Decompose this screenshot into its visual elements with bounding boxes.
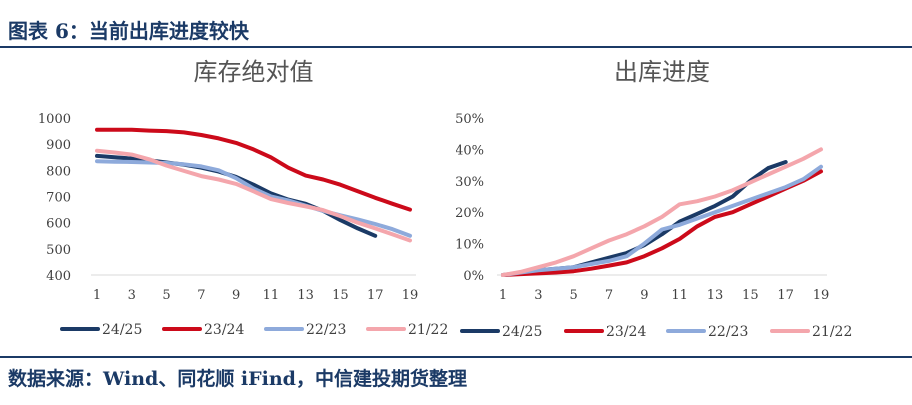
y-tick-label: 700 bbox=[46, 191, 71, 206]
x-tick-label: 9 bbox=[640, 288, 648, 303]
legend-label: 24/25 bbox=[502, 324, 542, 340]
y-tick-label: 800 bbox=[46, 164, 71, 179]
x-tick-label: 19 bbox=[402, 288, 419, 303]
y-tick-label: 0% bbox=[463, 269, 484, 284]
outbound-progress-chart: 出库进度 0% 10% 20% 30% 40% 50% 1 3 5 7 9 11 13 15 17 19 24/2… bbox=[455, 52, 912, 352]
y-tick-label: 20% bbox=[456, 206, 484, 221]
x-tick-label: 15 bbox=[332, 288, 349, 303]
legend-label: 22/23 bbox=[306, 322, 346, 338]
legend-label: 21/22 bbox=[812, 324, 852, 340]
y-tick-label: 400 bbox=[46, 269, 71, 284]
x-tick-label: 19 bbox=[813, 288, 830, 303]
series-line-21-22 bbox=[501, 147, 823, 277]
x-tick-label: 11 bbox=[671, 288, 688, 303]
legend-label: 22/23 bbox=[708, 324, 748, 340]
y-tick-label: 50% bbox=[456, 112, 484, 127]
series-line-23-24 bbox=[501, 169, 823, 277]
chart-title: 库存绝对值 bbox=[194, 58, 314, 86]
y-tick-label: 900 bbox=[46, 138, 71, 153]
x-tick-label: 11 bbox=[263, 288, 280, 303]
y-tick-label: 40% bbox=[456, 143, 484, 158]
x-tick-label: 17 bbox=[777, 288, 794, 303]
x-tick-label: 3 bbox=[534, 288, 542, 303]
x-tick-label: 1 bbox=[499, 288, 507, 303]
x-tick-label: 15 bbox=[742, 288, 759, 303]
header-divider bbox=[0, 46, 912, 48]
legend-label: 24/25 bbox=[102, 322, 142, 338]
x-tick-label: 9 bbox=[232, 288, 240, 303]
chart-title: 出库进度 bbox=[614, 58, 710, 86]
x-tick-label: 7 bbox=[197, 288, 205, 303]
x-tick-label: 13 bbox=[707, 288, 724, 303]
x-tick-label: 17 bbox=[367, 288, 384, 303]
y-tick-label: 10% bbox=[456, 238, 484, 253]
x-tick-label: 1 bbox=[93, 288, 101, 303]
x-tick-label: 3 bbox=[128, 288, 136, 303]
series-line-24-25 bbox=[95, 153, 378, 238]
series-line-23-24 bbox=[95, 127, 412, 212]
y-tick-label: 1000 bbox=[38, 112, 71, 127]
figure-title: 图表 6：当前出库进度较快 bbox=[8, 19, 249, 43]
series-line-22-23 bbox=[95, 159, 412, 238]
inventory-chart: 库存绝对值 400 500 600 700 800 900 1000 1 3 5 7 9 11 13 15 17… bbox=[0, 52, 456, 352]
y-tick-label: 500 bbox=[46, 243, 71, 258]
series-line-22-23 bbox=[501, 164, 823, 277]
legend-label: 23/24 bbox=[606, 324, 646, 340]
x-tick-label: 5 bbox=[570, 288, 578, 303]
footer-divider bbox=[0, 356, 912, 358]
legend-label: 21/22 bbox=[408, 322, 448, 338]
report-header: 图表 6：当前出库进度较快 bbox=[0, 0, 912, 48]
legend-label: 23/24 bbox=[204, 322, 244, 338]
x-tick-label: 5 bbox=[162, 288, 170, 303]
y-tick-label: 600 bbox=[46, 217, 71, 232]
source-note: 数据来源：Wind、同花顺 iFind，中信建投期货整理 bbox=[8, 368, 467, 390]
y-tick-label: 30% bbox=[456, 175, 484, 190]
x-tick-label: 7 bbox=[605, 288, 613, 303]
x-tick-label: 13 bbox=[297, 288, 314, 303]
series-line-21-22 bbox=[95, 148, 412, 243]
